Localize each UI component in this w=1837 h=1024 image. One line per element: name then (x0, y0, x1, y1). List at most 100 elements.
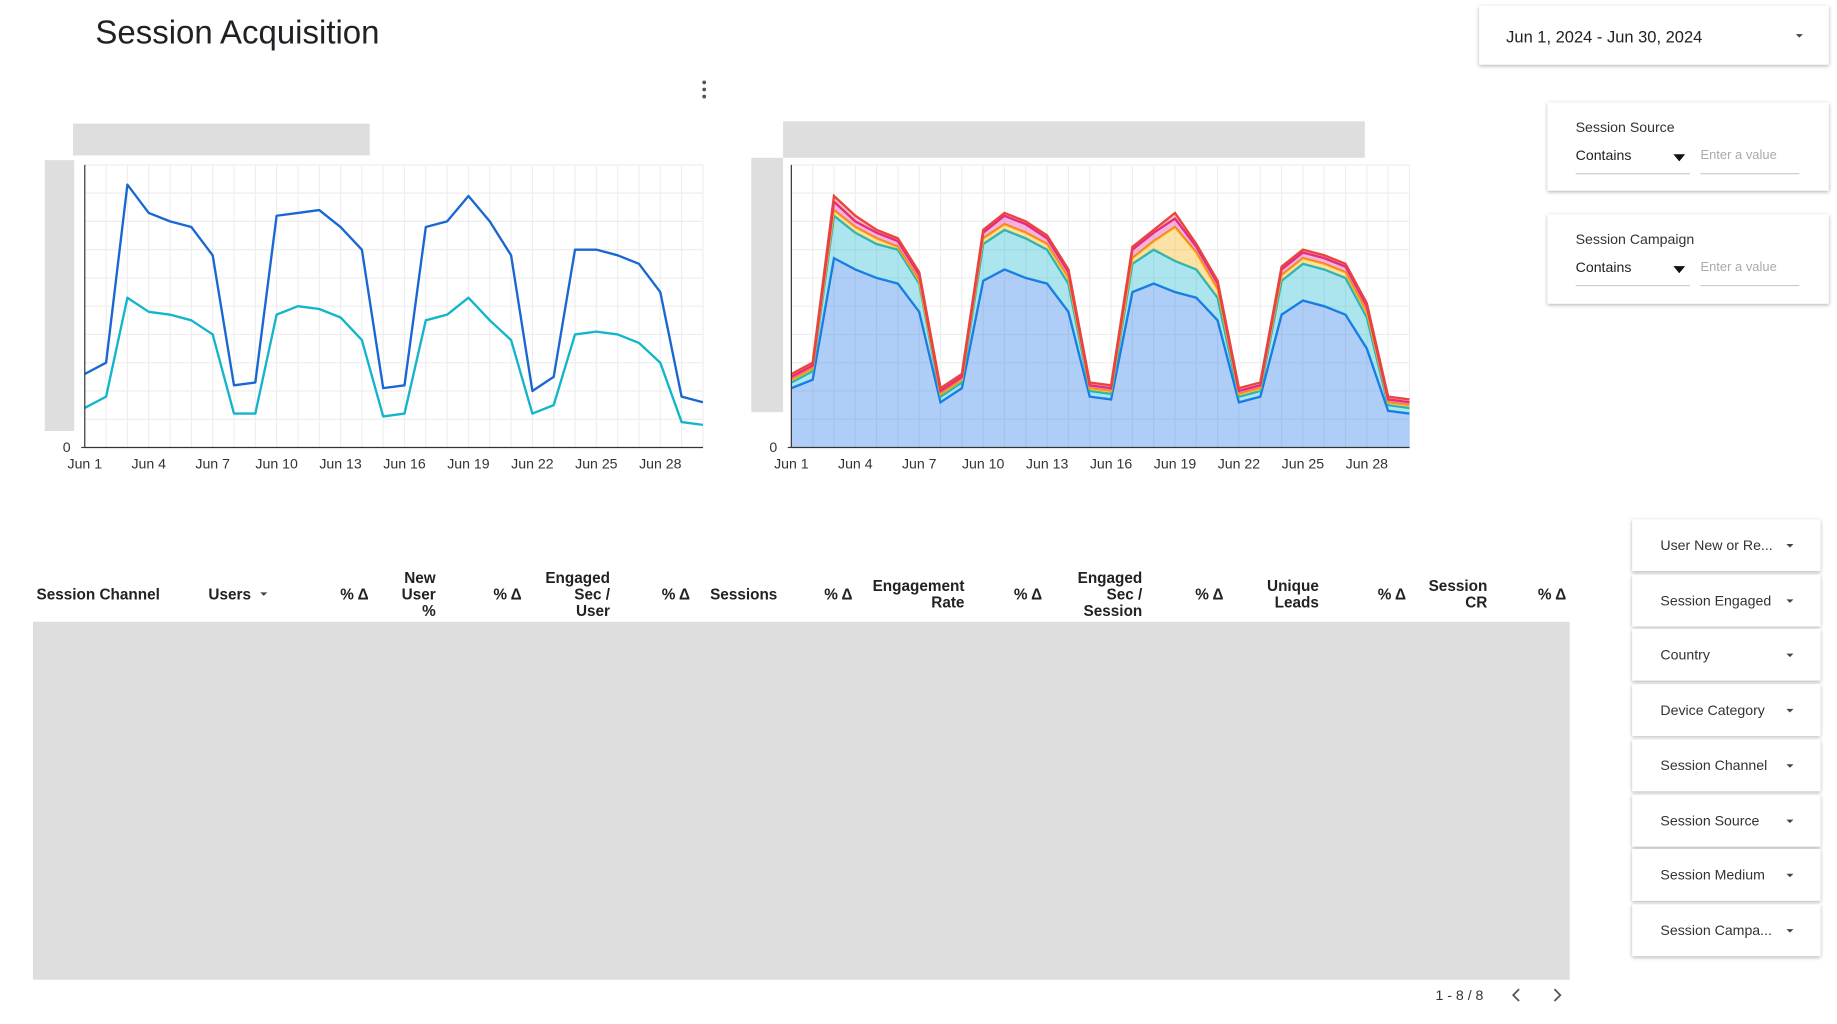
redacted-title (783, 121, 1365, 158)
column-header[interactable]: Users (208, 586, 279, 602)
area-series (791, 195, 1410, 403)
filter-label: Session Campaign (1575, 230, 1695, 248)
area-series (791, 210, 1410, 408)
pager-arrows (1511, 988, 1562, 1002)
column-header[interactable]: Session Channel (37, 586, 178, 602)
column-title: Session Channel (36, 585, 160, 603)
x-tick-label: Jun 19 (447, 456, 490, 472)
column-header[interactable]: % Δ (1188, 586, 1223, 602)
prev-page[interactable] (1511, 988, 1520, 1002)
menu-dot (702, 87, 707, 92)
dimension-dropdown[interactable]: Session Campa... (1632, 904, 1821, 957)
column-header[interactable]: % Δ (333, 586, 368, 602)
x-tick-label: Jun 28 (639, 456, 682, 472)
area-series (791, 215, 1410, 414)
dimension-dropdown[interactable]: Session Source (1632, 794, 1821, 847)
caret (1786, 599, 1794, 603)
dimension-dropdown[interactable]: Device Category (1632, 684, 1821, 737)
column-header[interactable]: Unique Leads (1260, 578, 1319, 611)
column-header[interactable]: % Δ (486, 586, 521, 602)
filter-operator[interactable]: Contains (1575, 259, 1690, 287)
filter-input[interactable]: Enter a value (1700, 148, 1800, 175)
caret (1795, 34, 1803, 38)
menu-dot (702, 80, 707, 85)
operator-text: Contains (1575, 147, 1632, 164)
column-title: % Δ (1195, 585, 1224, 603)
pagination: 1 - 8 / 8 (1435, 986, 1484, 1004)
dimension-dropdown[interactable]: Session Channel (1632, 739, 1821, 792)
column-header[interactable]: % Δ (1007, 586, 1042, 602)
sort-icon (260, 592, 268, 596)
x-tick-label: Jun 16 (1090, 456, 1133, 472)
column-header[interactable]: Engaged Sec / User (539, 568, 610, 620)
line-series (84, 296, 704, 427)
column-title: Engagement Rate (872, 577, 965, 612)
y-tick-label: 0 (63, 439, 71, 455)
area-edge (790, 207, 1410, 407)
column-header[interactable]: % Δ (1371, 586, 1406, 602)
x-tick-label: Jun 4 (131, 456, 166, 472)
dimension-dropdown[interactable]: User New or Re... (1632, 519, 1821, 572)
caret (1786, 654, 1794, 658)
page-title: Session Acquisition (95, 14, 380, 51)
x-tick-label: Jun 4 (838, 456, 873, 472)
caret (1786, 709, 1794, 713)
next-page[interactable] (1553, 988, 1562, 1002)
x-tick-label: Jun 16 (383, 456, 426, 472)
dimension-dropdown[interactable]: Country (1632, 629, 1821, 682)
column-title: Engaged Sec / User (545, 568, 610, 620)
filter-input[interactable]: Enter a value (1700, 260, 1800, 287)
x-tick-label: Jun 1 (68, 456, 103, 472)
filter-card: Session Source Contains Enter a value (1547, 102, 1829, 191)
column-header[interactable]: Engaged Sec / Session (1069, 569, 1143, 619)
x-tick-label: Jun 1 (774, 456, 809, 472)
dropdown-label: Session Campa... (1660, 921, 1772, 939)
area-series (791, 201, 1410, 406)
caret (1673, 154, 1686, 162)
redacted-axis-title (44, 160, 75, 432)
filter-operator[interactable]: Contains (1575, 147, 1690, 175)
caret (1786, 928, 1794, 933)
line-series (84, 183, 704, 404)
placeholder: Enter a value (1700, 260, 1777, 275)
column-header[interactable]: % Δ (817, 586, 852, 602)
redacted-axis-title (751, 157, 784, 413)
area-edge (790, 213, 1410, 410)
column-title: % Δ (1377, 585, 1407, 603)
x-tick-label: Jun 13 (1026, 456, 1069, 472)
column-header[interactable]: Sessions (710, 586, 792, 602)
placeholder: Enter a value (1700, 148, 1777, 163)
redacted-table-body (32, 621, 1570, 980)
dropdown-label: Session Source (1660, 811, 1760, 829)
dimension-dropdown[interactable]: Session Engaged (1632, 574, 1821, 627)
dropdown-label: User New or Re... (1660, 536, 1773, 554)
column-title: % Δ (824, 585, 853, 603)
area-series (791, 258, 1410, 448)
x-tick-label: Jun 7 (902, 456, 937, 472)
column-header[interactable]: Engagement Rate (858, 577, 965, 612)
column-title: % Δ (493, 585, 522, 603)
column-title: % Δ (1537, 585, 1567, 603)
column-header[interactable]: New User % (393, 568, 436, 620)
dropdown-label: Session Medium (1660, 866, 1765, 884)
x-tick-label: Jun 22 (1218, 456, 1261, 472)
dropdown-label: Country (1660, 646, 1710, 664)
column-title: Sessions (710, 585, 778, 603)
column-title: New User % (401, 568, 436, 620)
column-header[interactable]: Session CR (1423, 578, 1488, 611)
column-header[interactable]: % Δ (655, 586, 690, 602)
area-edge (790, 193, 1410, 401)
x-tick-label: Jun 7 (195, 456, 230, 472)
caret (1786, 544, 1794, 548)
caret (1786, 874, 1794, 878)
column-header[interactable]: % Δ (1531, 586, 1566, 602)
dimension-dropdown[interactable]: Session Medium (1632, 849, 1821, 902)
operator-text: Contains (1575, 259, 1632, 276)
date-range-picker[interactable]: Jun 1, 2024 - Jun 30, 2024 (1479, 5, 1829, 65)
filter-label: Session Source (1575, 118, 1675, 136)
caret (1786, 819, 1794, 823)
dropdown-label: Session Channel (1660, 756, 1768, 774)
